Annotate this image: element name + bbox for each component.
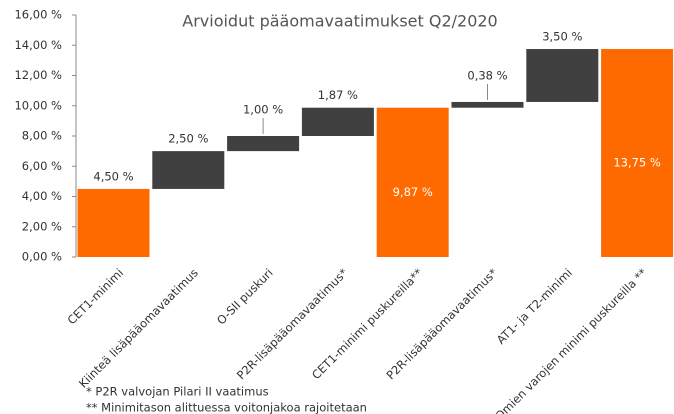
value-label: 3,50 %: [542, 30, 582, 44]
footnote: * P2R valvojan Pilari II vaatimus: [86, 385, 269, 399]
y-tick-label: 0,00 %: [22, 250, 62, 264]
y-tick-label: 14,00 %: [14, 38, 62, 52]
bar: [376, 107, 449, 257]
x-tick-label: CET1-minimi: [65, 266, 127, 328]
bar: [152, 151, 225, 189]
bar: [77, 188, 150, 257]
value-label: 2,50 %: [168, 132, 208, 146]
x-tick-label: Kiinteä lisäpääomavaatimus: [76, 266, 201, 391]
value-label: 9,87 %: [393, 185, 433, 199]
value-label: 0,38 %: [467, 68, 507, 82]
value-label: 13,75 %: [613, 156, 661, 170]
value-label: 1,87 %: [318, 88, 358, 102]
y-tick-label: 8,00 %: [22, 129, 62, 143]
y-tick-label: 12,00 %: [14, 68, 62, 82]
value-label: 1,00 %: [243, 103, 283, 117]
value-label: 4,50 %: [93, 169, 133, 183]
bar: [451, 101, 524, 108]
x-tick-label: O-SII puskuri: [214, 266, 276, 328]
bar: [301, 107, 374, 136]
bar: [526, 49, 599, 102]
bar: [227, 136, 300, 152]
y-tick-label: 16,00 %: [14, 8, 62, 22]
x-tick-label: Omien varojen minimi puskureilla **: [492, 266, 650, 414]
y-tick-label: 4,00 %: [22, 189, 62, 203]
chart-title: Arvioidut pääomavaatimukset Q2/2020: [182, 12, 497, 31]
y-tick-label: 6,00 %: [22, 159, 62, 173]
footnote: ** Minimitason alittuessa voitonjakoa ra…: [86, 401, 367, 414]
y-tick-label: 10,00 %: [14, 98, 62, 112]
x-tick-label: AT1- ja T2-minimi: [494, 266, 575, 347]
y-tick-label: 2,00 %: [22, 219, 62, 233]
bar: [601, 49, 674, 257]
